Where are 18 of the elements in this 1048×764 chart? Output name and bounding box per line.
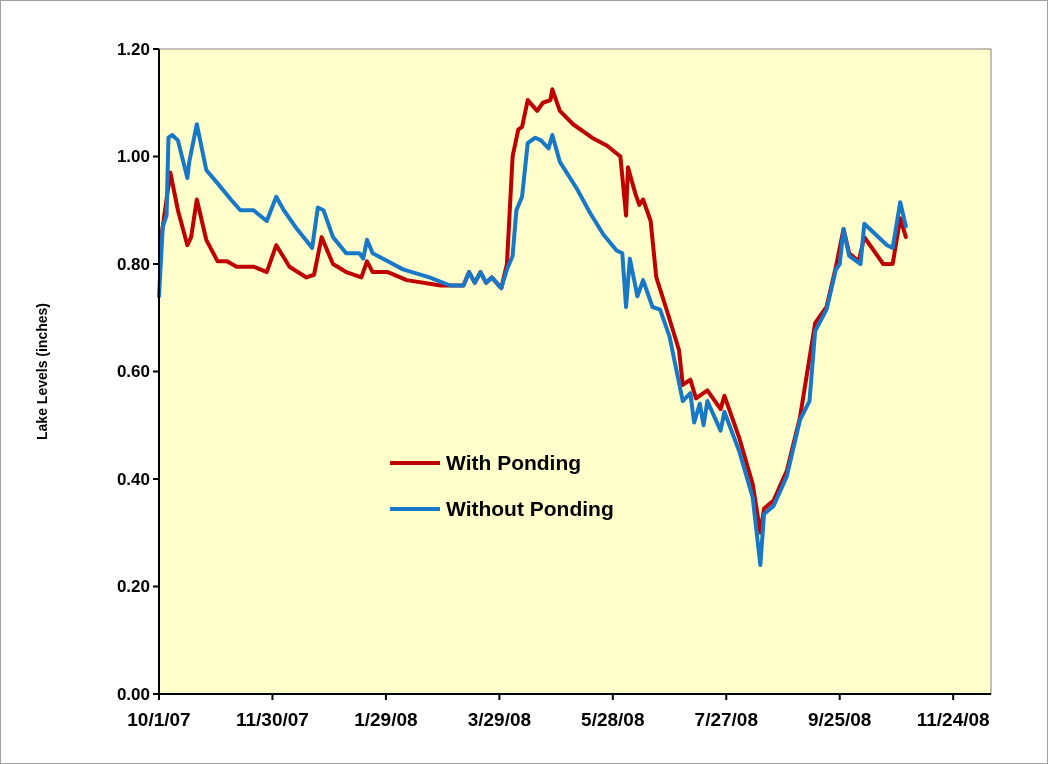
y-tick-label: 0.00 bbox=[116, 684, 150, 704]
x-tick-label: 1/29/08 bbox=[354, 709, 418, 730]
legend-label: Without Ponding bbox=[446, 497, 614, 521]
x-tick-label: 11/30/07 bbox=[235, 709, 309, 730]
x-tick-label: 9/25/08 bbox=[808, 709, 872, 730]
y-tick-label: 1.20 bbox=[116, 39, 150, 59]
y-axis-title: Lake Levels (inches) bbox=[34, 303, 50, 440]
x-tick-label: 7/27/08 bbox=[694, 709, 758, 730]
x-tick-label: 10/1/07 bbox=[127, 709, 191, 730]
legend-label: With Ponding bbox=[446, 451, 582, 475]
y-tick-label: 0.60 bbox=[116, 362, 150, 382]
y-tick-label: 0.40 bbox=[116, 469, 150, 489]
x-tick-label: 11/24/08 bbox=[916, 709, 990, 730]
x-tick-label: 5/28/08 bbox=[581, 709, 645, 730]
y-tick-label: 0.80 bbox=[116, 254, 150, 274]
x-tick-label: 3/29/08 bbox=[467, 709, 532, 730]
y-tick-label: 1.00 bbox=[116, 147, 150, 167]
y-tick-label: 0.20 bbox=[116, 577, 150, 597]
